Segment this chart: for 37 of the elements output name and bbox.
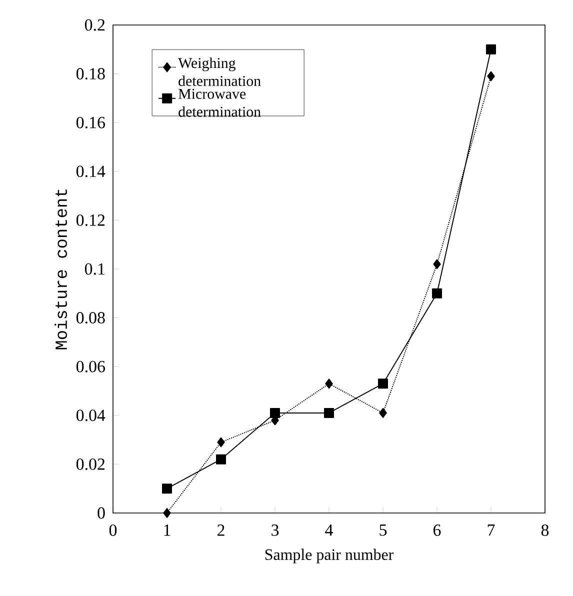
y-tick-label: 0.06 [76,360,105,372]
point [325,378,333,389]
y-tick-label: 0.18 [76,68,105,80]
y-tick-label: 0.12 [76,214,105,226]
x-tick-label: 0 [109,524,117,536]
y-tick-label: 0.02 [76,458,105,470]
point [216,454,226,464]
point [324,408,334,418]
x-tick-label: 5 [380,524,387,536]
point [270,408,280,418]
x-tick-label: 2 [218,524,224,536]
y-tick-label: 0 [98,507,105,519]
x-tick-label: 1 [164,524,170,536]
x-axis-title: Sample pair number [265,548,394,564]
y-tick-label: 0.14 [76,166,106,178]
y-tick-label: 0.04 [76,410,106,422]
point [433,259,441,270]
x-tick-label: 4 [325,524,333,536]
legend-label: Microwave determination [178,88,261,117]
legend-label: Weighing determination [178,58,261,86]
point [486,44,496,54]
y-axis-title: Moisture content [54,189,68,350]
y-tick-label: 0.2 [84,19,105,31]
y-tick-label: 0.08 [76,312,105,324]
point [432,288,442,298]
x-tick-label: 6 [434,524,441,536]
x-tick-label: 7 [488,524,495,536]
y-tick-label: 0.1 [84,263,104,275]
point [217,437,225,448]
point [163,508,171,518]
y-tick-label: 0.16 [76,116,105,128]
x-tick-label: 8 [541,524,549,536]
point [162,484,172,494]
point [487,71,495,82]
point [379,408,387,418]
point [378,378,388,389]
x-tick-label: 3 [272,524,279,536]
